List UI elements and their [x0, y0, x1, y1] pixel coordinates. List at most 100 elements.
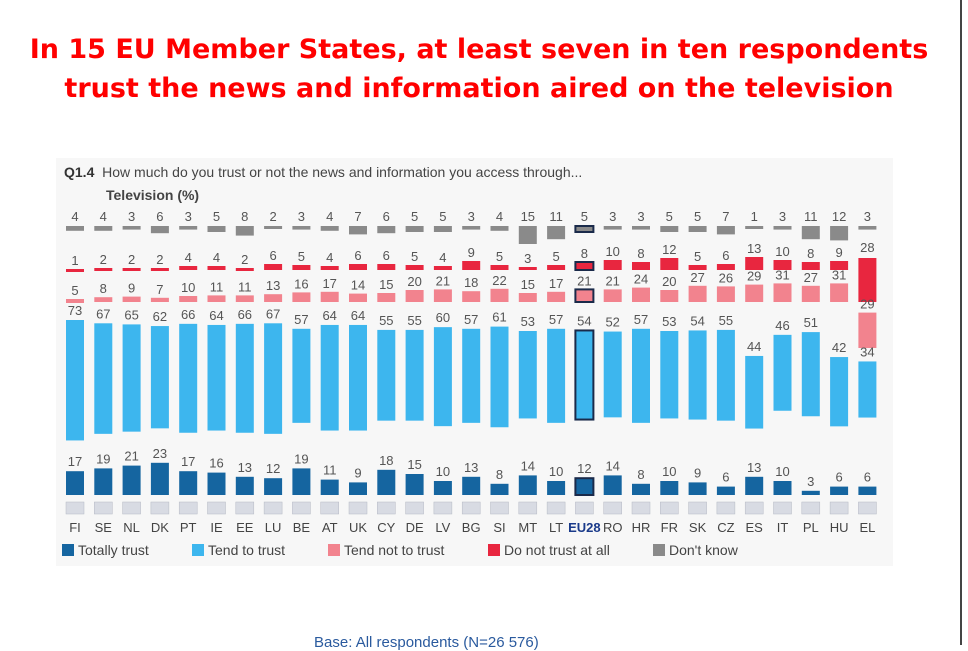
flag-icon-EU28 [575, 501, 594, 515]
value-label-tend-to-trust-HR: 57 [634, 312, 648, 327]
value-label-tend-not-to-trust-DK: 7 [156, 282, 163, 297]
bar-tend-not-to-trust-EL [858, 312, 877, 348]
category-label-SE: SE [95, 520, 113, 535]
bar-tend-not-to-trust-FI [66, 299, 84, 303]
value-label-tend-to-trust-IE: 64 [209, 308, 223, 323]
legend-item-tend-to-trust: Tend to trust [192, 542, 285, 558]
value-label-do-not-trust-ES: 13 [747, 241, 761, 256]
bar-dont-know-BE [292, 226, 311, 230]
bar-totally-trust-LT [547, 481, 566, 495]
bar-tend-not-to-trust-CY [377, 293, 396, 302]
value-label-do-not-trust-SE: 2 [100, 252, 107, 267]
bar-tend-to-trust-RO [603, 331, 622, 418]
flag-icon-SE [94, 501, 113, 515]
bar-tend-not-to-trust-MT [518, 293, 537, 302]
value-label-tend-to-trust-EL: 34 [860, 344, 874, 359]
bar-tend-to-trust-HU [830, 357, 849, 427]
value-label-dont-know-SE: 4 [100, 209, 107, 224]
category-label-UK: UK [349, 520, 367, 535]
bar-tend-to-trust-IT [773, 334, 792, 411]
category-label-EL: EL [859, 520, 875, 535]
value-label-totally-trust-MT: 14 [521, 458, 535, 473]
bar-tend-to-trust-SK [688, 330, 707, 420]
value-label-tend-to-trust-DK: 62 [153, 309, 167, 324]
bar-tend-not-to-trust-RO [603, 289, 622, 302]
value-label-do-not-trust-EU28: 8 [581, 246, 588, 261]
bar-tend-to-trust-SI [490, 326, 509, 428]
value-label-totally-trust-RO: 14 [605, 458, 619, 473]
legend-swatch [488, 544, 500, 556]
bar-tend-to-trust-FR [660, 331, 679, 419]
bar-do-not-trust-CZ [716, 264, 735, 270]
value-label-do-not-trust-LV: 4 [439, 250, 446, 265]
bar-totally-trust-EL [858, 486, 877, 495]
value-label-tend-not-to-trust-SK: 27 [690, 270, 704, 285]
bar-tend-to-trust-IE [207, 324, 226, 431]
value-label-do-not-trust-PL: 8 [807, 246, 814, 261]
bar-tend-to-trust-ES [745, 355, 764, 429]
category-label-NL: NL [123, 520, 140, 535]
value-label-tend-to-trust-CZ: 55 [719, 313, 733, 328]
value-label-do-not-trust-LU: 6 [269, 248, 276, 263]
bar-do-not-trust-SK [688, 265, 707, 270]
value-label-do-not-trust-MT: 3 [524, 251, 531, 266]
bar-do-not-trust-EE [235, 268, 254, 271]
value-label-tend-not-to-trust-LT: 17 [549, 276, 563, 291]
category-label-DE: DE [406, 520, 424, 535]
value-label-tend-to-trust-HU: 42 [832, 340, 846, 355]
category-label-EE: EE [236, 520, 254, 535]
bar-tend-not-to-trust-LV [433, 289, 452, 302]
value-label-totally-trust-SE: 19 [96, 451, 110, 466]
value-label-tend-not-to-trust-ES: 29 [747, 269, 761, 284]
value-label-totally-trust-PT: 17 [181, 454, 195, 469]
bar-tend-not-to-trust-DK [150, 297, 169, 302]
value-label-do-not-trust-HR: 8 [637, 246, 644, 261]
value-label-tend-not-to-trust-MT: 15 [521, 277, 535, 292]
category-label-CZ: CZ [717, 520, 734, 535]
category-label-CY: CY [377, 520, 395, 535]
value-label-tend-to-trust-DE: 55 [407, 313, 421, 328]
bar-totally-trust-AT [320, 479, 339, 495]
bar-tend-to-trust-BG [462, 328, 481, 423]
category-label-SI: SI [493, 520, 505, 535]
value-label-dont-know-BG: 3 [468, 209, 475, 224]
value-label-do-not-trust-AT: 4 [326, 250, 333, 265]
value-label-tend-to-trust-IT: 46 [775, 318, 789, 333]
bar-tend-to-trust-SE [94, 323, 113, 434]
bar-do-not-trust-LU [264, 264, 283, 270]
bar-totally-trust-PT [179, 471, 198, 495]
bar-totally-trust-DK [150, 462, 169, 495]
value-label-do-not-trust-BG: 9 [468, 245, 475, 260]
value-label-do-not-trust-EE: 2 [241, 252, 248, 267]
bar-totally-trust-FI [66, 471, 84, 495]
legend-swatch [62, 544, 74, 556]
question-text: How much do you trust or not the news an… [102, 164, 583, 180]
chart-subtitle: Television (%) [106, 187, 200, 203]
legend-label: Do not trust at all [504, 542, 610, 558]
value-label-totally-trust-CZ: 6 [722, 470, 729, 485]
value-label-tend-to-trust-SI: 61 [492, 310, 506, 325]
value-label-totally-trust-AT: 11 [323, 463, 337, 478]
legend-item-dont-know: Don't know [653, 542, 738, 558]
value-label-dont-know-SK: 5 [694, 209, 701, 224]
flag-icon-LU [263, 501, 283, 515]
flag-icon-SK [688, 501, 707, 515]
value-label-tend-not-to-trust-PL: 27 [804, 270, 818, 285]
bar-tend-not-to-trust-SK [688, 285, 707, 302]
value-label-dont-know-NL: 3 [128, 209, 135, 224]
category-label-RO: RO [603, 520, 623, 535]
legend-label: Tend not to trust [344, 542, 445, 558]
value-label-dont-know-DK: 6 [156, 209, 163, 224]
bar-do-not-trust-BE [292, 265, 311, 270]
value-label-totally-trust-UK: 9 [354, 465, 361, 480]
bar-tend-to-trust-CZ [716, 329, 735, 421]
bar-do-not-trust-SI [490, 265, 509, 270]
bar-dont-know-PL [801, 226, 820, 240]
bar-tend-to-trust-EL [858, 361, 877, 418]
bar-do-not-trust-IT [773, 260, 792, 270]
flag-icon-UK [348, 501, 368, 515]
bar-do-not-trust-ES [745, 257, 764, 270]
value-label-tend-not-to-trust-CY: 15 [379, 277, 393, 292]
value-label-totally-trust-EL: 6 [864, 470, 871, 485]
category-label-ES: ES [746, 520, 764, 535]
